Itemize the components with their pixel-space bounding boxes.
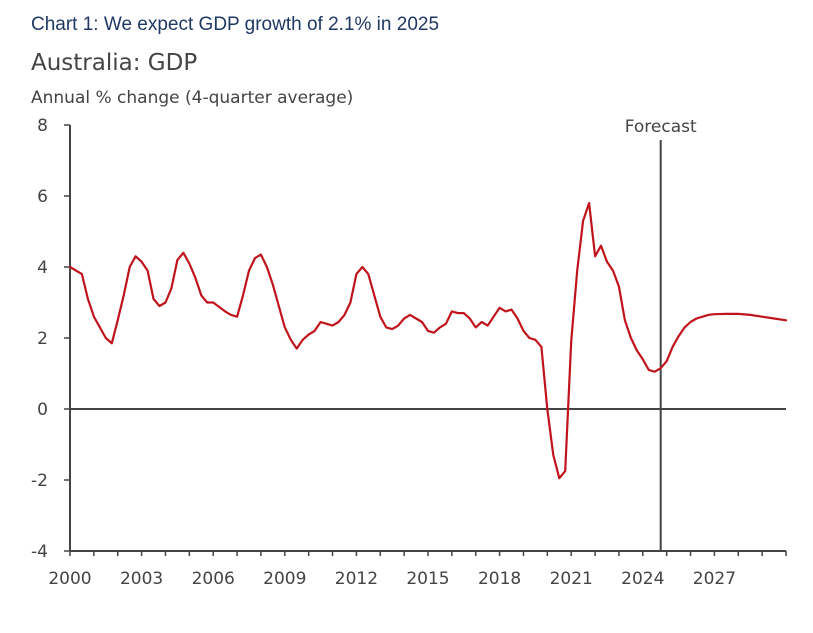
y-tick-label: 0 (37, 400, 48, 420)
series-layer (70, 203, 786, 478)
x-tick-label: 2015 (406, 569, 449, 589)
x-tick-label: 2018 (478, 569, 521, 589)
gdp-line-chart: 8 6 4 2 0 -2 -42000 2003 2006 2009 2012 2015 2018 202… (0, 0, 813, 633)
y-tick-label: -2 (31, 471, 48, 491)
y-tick-label: 6 (37, 187, 48, 207)
x-tick-label: 2000 (48, 569, 91, 589)
axes (64, 125, 786, 556)
x-tick-label: 2024 (621, 569, 664, 589)
y-tick-label: -4 (31, 542, 48, 562)
x-tick-label: 2009 (263, 569, 306, 589)
x-tick-label: 2021 (550, 569, 593, 589)
y-tick-label: 2 (37, 329, 48, 349)
x-tick-label: 2003 (120, 569, 163, 589)
x-tick-label: 2012 (335, 569, 378, 589)
x-tick-label: 2027 (693, 569, 736, 589)
y-tick-label: 8 (37, 116, 48, 136)
forecast-label: Forecast (625, 117, 697, 137)
y-tick-label: 4 (37, 258, 48, 278)
gdp-series-line (70, 203, 786, 478)
x-tick-label: 2006 (192, 569, 235, 589)
